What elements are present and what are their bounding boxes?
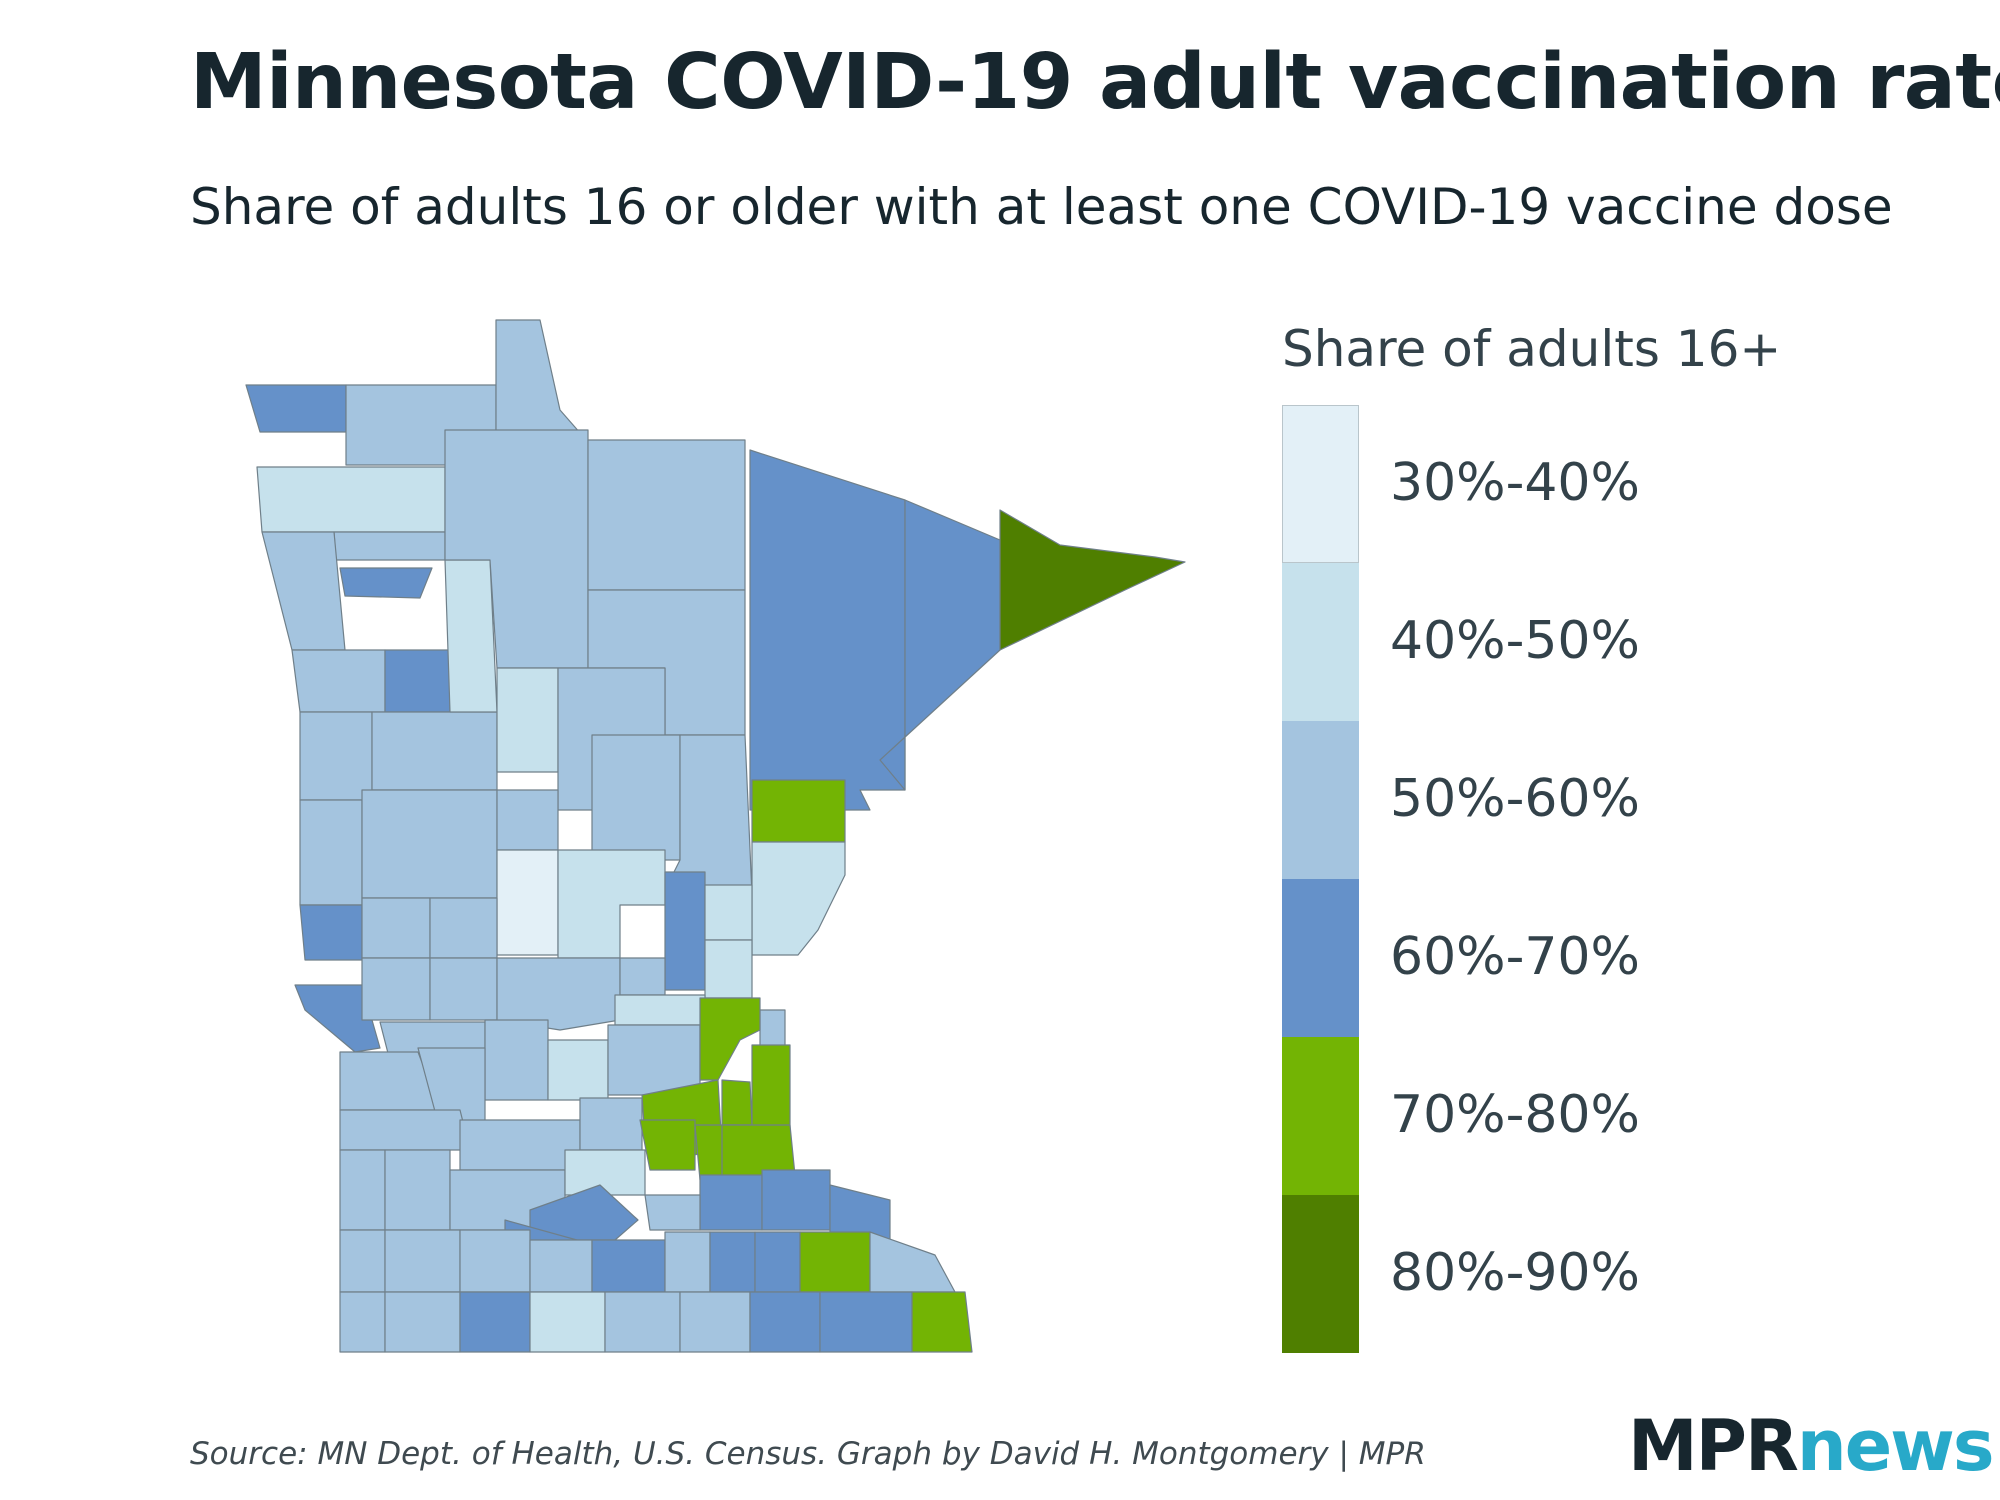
county-cook	[999, 509, 1186, 651]
county-nobles	[384, 1291, 461, 1353]
county-goodhue	[761, 1169, 831, 1231]
county-ramsey	[721, 1079, 753, 1126]
county-crow-wing	[591, 734, 681, 861]
legend-title: Share of adults 16+	[1282, 320, 1782, 378]
county-renville	[459, 1119, 581, 1171]
legend-label: 60%-70%	[1390, 927, 1640, 987]
county-benton	[619, 957, 666, 996]
county-waseca	[664, 1231, 711, 1293]
county-martin	[529, 1291, 606, 1353]
county-stevens	[361, 957, 431, 1021]
county-dodge	[754, 1231, 801, 1293]
county-marshall	[256, 466, 446, 533]
county-lake	[879, 499, 1001, 791]
county-clay	[299, 711, 373, 801]
legend-swatch	[1282, 879, 1359, 1037]
legend-swatch	[1282, 1037, 1359, 1195]
county-freeborn	[679, 1291, 751, 1353]
county-hubbard	[496, 667, 559, 773]
county-st-louis	[749, 449, 906, 811]
county-big-stone	[294, 984, 381, 1053]
legend-swatch	[1282, 721, 1359, 879]
source-note: Source: MN Dept. of Health, U.S. Census.…	[190, 1436, 1426, 1472]
county-pipestone	[339, 1229, 386, 1293]
county-yellow-medicine	[339, 1109, 471, 1151]
county-stearns	[496, 957, 621, 1031]
mpr-news-logo: MPRnews	[1628, 1405, 1995, 1487]
county-wilkin	[299, 799, 363, 906]
county-watonwan	[529, 1239, 593, 1293]
county-jackson	[459, 1291, 531, 1353]
county-mahnomen	[384, 649, 451, 713]
chart-title: Minnesota COVID-19 adult vaccination rat…	[190, 38, 2000, 127]
county-clearwater	[444, 559, 498, 713]
county-steele	[709, 1231, 756, 1293]
county-anoka	[699, 997, 761, 1081]
county-mower	[749, 1291, 821, 1353]
county-mcleod	[579, 1097, 643, 1151]
county-houston	[911, 1291, 973, 1353]
county-rock	[339, 1291, 386, 1353]
county-olmsted	[799, 1231, 871, 1293]
county-winona	[869, 1231, 956, 1293]
legend-label: 80%-90%	[1390, 1243, 1640, 1303]
legend-swatch	[1282, 1195, 1359, 1353]
county-cottonwood	[459, 1229, 531, 1293]
minnesota-county-map	[245, 319, 1186, 1353]
county-traverse	[299, 904, 363, 961]
county-grant	[361, 897, 431, 959]
county-red-lake	[339, 567, 433, 599]
county-norman	[291, 649, 386, 713]
legend-label: 40%-50%	[1390, 611, 1640, 671]
county-washington	[751, 1044, 791, 1136]
county-polk	[261, 531, 346, 651]
county-carlton	[751, 779, 846, 843]
county-lincoln	[339, 1149, 386, 1231]
legend-swatch	[1282, 563, 1359, 721]
county-wadena	[496, 789, 559, 851]
county-sibley	[564, 1149, 646, 1196]
county-kanabec	[704, 884, 753, 941]
logo-text-mpr: MPR	[1628, 1405, 1799, 1487]
county-lyon	[384, 1149, 451, 1231]
county-rice	[699, 1174, 763, 1231]
county-kittson	[245, 384, 347, 433]
legend-label: 30%-40%	[1390, 453, 1640, 513]
county-wright	[607, 1024, 701, 1096]
legend-label: 70%-80%	[1390, 1085, 1640, 1145]
county-faribault	[604, 1291, 681, 1353]
county-pine	[751, 841, 846, 956]
legend-swatch	[1282, 405, 1359, 563]
county-pope	[429, 957, 498, 1021]
county-carver	[639, 1119, 696, 1171]
county-sherburne	[614, 994, 706, 1026]
legend-label: 50%-60%	[1390, 769, 1640, 829]
county-mille-lacs	[664, 871, 706, 991]
county-meeker	[547, 1039, 609, 1101]
county-otter-tail	[361, 789, 498, 899]
county-murray	[384, 1229, 461, 1293]
county-douglas	[429, 897, 498, 959]
county-isanti	[704, 939, 753, 999]
chart-subtitle: Share of adults 16 or older with at leas…	[190, 178, 1893, 236]
county-pennington	[333, 531, 446, 561]
county-fillmore	[819, 1291, 913, 1353]
county-becker	[371, 711, 498, 791]
county-morrison	[557, 849, 666, 959]
logo-text-news: news	[1796, 1405, 1995, 1487]
county-todd	[496, 849, 559, 956]
county-koochiching	[587, 439, 746, 591]
county-kandiyohi	[484, 1019, 549, 1101]
county-blue-earth	[591, 1239, 666, 1293]
county-le-sueur	[644, 1194, 701, 1231]
